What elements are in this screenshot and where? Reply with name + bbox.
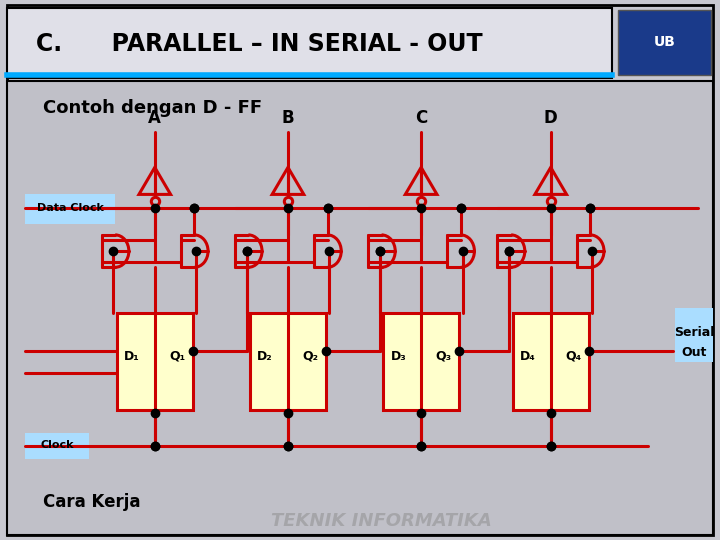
Bar — [117, 313, 192, 410]
Polygon shape — [405, 167, 437, 194]
Bar — [250, 313, 325, 410]
Polygon shape — [139, 167, 171, 194]
Text: TEKNIK INFORMATIKA: TEKNIK INFORMATIKA — [271, 512, 492, 530]
Text: D₁: D₁ — [124, 350, 140, 363]
Text: Q₄: Q₄ — [565, 350, 581, 363]
Text: Clock: Clock — [40, 441, 73, 450]
Text: Data Clock: Data Clock — [37, 203, 104, 213]
Text: Contoh dengan D - FF: Contoh dengan D - FF — [43, 99, 262, 117]
Text: Q₂: Q₂ — [302, 350, 318, 363]
Text: C: C — [415, 109, 427, 127]
Text: Out: Out — [681, 346, 706, 359]
Bar — [7, 81, 713, 535]
Text: Cara Kerja: Cara Kerja — [43, 493, 140, 511]
Bar — [675, 308, 713, 362]
Bar — [7, 8, 612, 78]
Text: A: A — [148, 109, 161, 127]
Polygon shape — [535, 167, 567, 194]
Text: D₃: D₃ — [390, 350, 406, 363]
Bar — [618, 10, 711, 75]
Bar — [25, 433, 89, 459]
Text: B: B — [282, 109, 294, 127]
Text: UB: UB — [654, 35, 675, 49]
Bar — [25, 194, 115, 224]
Text: D₄: D₄ — [520, 350, 536, 363]
Text: C.      PARALLEL – IN SERIAL - OUT: C. PARALLEL – IN SERIAL - OUT — [36, 32, 482, 56]
Polygon shape — [272, 167, 304, 194]
Bar — [513, 313, 588, 410]
Bar — [383, 313, 459, 410]
Text: D: D — [544, 109, 557, 127]
Text: Q₁: Q₁ — [169, 350, 185, 363]
Text: Q₃: Q₃ — [436, 350, 451, 363]
Text: Serial: Serial — [674, 326, 714, 339]
Text: D₂: D₂ — [257, 350, 273, 363]
